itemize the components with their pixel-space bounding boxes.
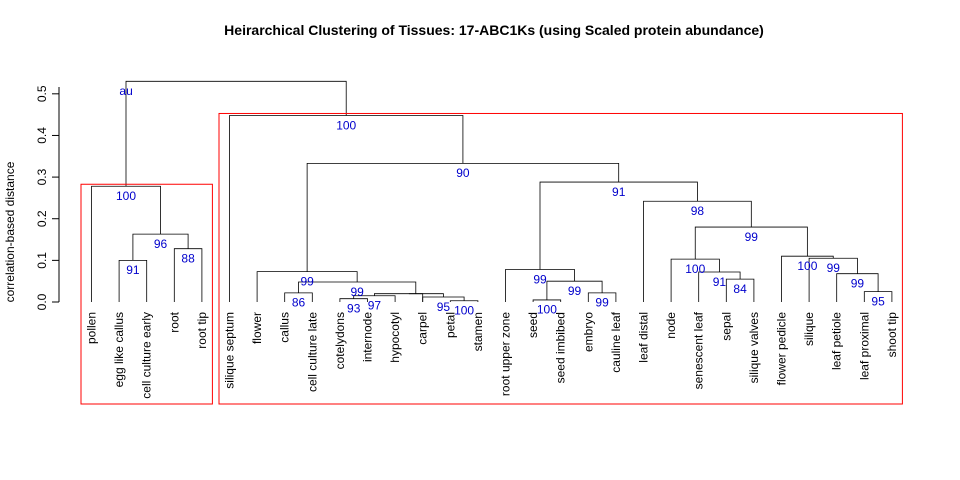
- dendrogram-branch: [298, 281, 417, 294]
- dendrogram-branch: [125, 80, 347, 187]
- chart-title: Heirarchical Clustering of Tissues: 17-A…: [224, 22, 764, 38]
- leaf-label: cell culture late: [305, 312, 319, 392]
- leaf-label: shoot tip: [885, 312, 899, 358]
- leaf-label: silique valves: [747, 312, 761, 383]
- leaf-label: root: [167, 311, 181, 332]
- y-tick-label: 0.3: [35, 168, 49, 185]
- cluster-boxes: [80, 112, 903, 405]
- support-value: 95: [437, 300, 451, 314]
- leaf-label: silique septum: [223, 312, 237, 389]
- support-value: 99: [827, 261, 841, 275]
- dendrogram-branch: [91, 185, 161, 302]
- support-value: 91: [612, 185, 626, 199]
- support-value: 100: [116, 189, 136, 203]
- leaf-label: internode: [361, 312, 375, 362]
- support-value: 99: [300, 274, 314, 288]
- y-axis-ticks: 0.0 0.1 0.2 0.3 0.4 0.5: [35, 85, 59, 310]
- y-tick-label: 0.2: [35, 210, 49, 227]
- leaf-label: cotelydons: [333, 312, 347, 369]
- leaf-label: leaf proximal: [857, 312, 871, 380]
- support-value: 99: [350, 285, 364, 299]
- leaf-label: egg like callus: [112, 312, 126, 387]
- dendrogram-branch: [449, 300, 479, 302]
- support-value: 99: [851, 276, 865, 290]
- support-value: 100: [454, 304, 474, 318]
- y-tick-label: 0.0: [35, 293, 49, 310]
- support-value: 99: [568, 284, 582, 298]
- support-value: 100: [685, 262, 705, 276]
- leaf-label: leaf petiole: [830, 312, 844, 370]
- support-value: 90: [456, 166, 470, 180]
- support-value: 97: [368, 299, 382, 313]
- leaf-label: leaf distal: [637, 312, 651, 363]
- dendrogram-branch: [694, 226, 808, 260]
- leaf-label: stamen: [471, 312, 485, 351]
- support-value: 88: [181, 252, 195, 266]
- support-value: 98: [691, 204, 705, 218]
- dendrogram-branch: [118, 259, 148, 302]
- dendrogram-branch: [863, 291, 893, 302]
- leaf-label: flower pedicle: [775, 312, 789, 386]
- support-value: 99: [595, 296, 609, 310]
- leaf-label: embryo: [581, 312, 595, 352]
- leaf-label: silique: [802, 312, 816, 346]
- dendrogram-branch: [505, 269, 575, 302]
- leaf-labels: pollen egg like callus cell culture early r…: [85, 311, 899, 398]
- support-value: 99: [533, 272, 547, 286]
- dendrogram-branch: [306, 162, 620, 272]
- leaf-label: pollen: [85, 312, 99, 344]
- leaf-label: sepal: [719, 312, 733, 341]
- y-axis-label: correlation-based distance: [3, 161, 17, 302]
- support-value: 93: [347, 301, 361, 315]
- leaf-label: seed imbibed: [554, 312, 568, 383]
- dendrogram-branch: [408, 293, 424, 302]
- leaf-label: root upper zone: [499, 312, 513, 396]
- leaf-label: senescent leaf: [692, 311, 706, 389]
- support-value: 91: [713, 275, 727, 289]
- dendrogram-branch: [670, 258, 720, 302]
- cluster-box: [80, 183, 213, 405]
- dendrogram-branch: [229, 115, 464, 302]
- leaf-label: petal: [443, 312, 457, 338]
- root-label: au: [119, 84, 132, 98]
- dendrogram-branch: [808, 257, 858, 302]
- support-value: 84: [733, 282, 747, 296]
- dendrogram-branch: [132, 233, 189, 261]
- leaf-label: root tip: [195, 312, 209, 349]
- y-tick-label: 0.4: [35, 127, 49, 144]
- dendrogram-branches: [91, 80, 893, 302]
- y-tick-label: 0.5: [35, 85, 49, 102]
- support-value: 96: [154, 237, 168, 251]
- leaf-label: node: [664, 312, 678, 339]
- support-value: 100: [797, 259, 817, 273]
- leaf-label: flower: [250, 312, 264, 344]
- leaf-label: seed: [526, 312, 540, 338]
- support-value: 100: [537, 303, 557, 317]
- support-value: 86: [292, 296, 306, 310]
- support-value: 99: [745, 230, 759, 244]
- support-values: 100 93 95 97 100 86 99 95 84 99 91 99 99 99 99 91 100 99 1…: [116, 84, 885, 317]
- leaf-label: carpel: [416, 312, 430, 345]
- leaf-label: hypocotyl: [388, 312, 402, 363]
- dendrogram-branch: [532, 299, 562, 302]
- dendrogram-branch: [698, 271, 741, 302]
- support-value: 95: [871, 294, 885, 308]
- dendrogram-branch: [374, 293, 444, 298]
- leaf-label: cauline leaf: [609, 311, 623, 372]
- y-tick-label: 0.1: [35, 252, 49, 269]
- support-value: 91: [126, 263, 140, 277]
- leaf-label: cell culture early: [140, 312, 154, 399]
- cluster-box: [218, 112, 903, 405]
- dendrogram-branch: [353, 295, 396, 302]
- leaf-label: callus: [278, 312, 292, 343]
- dendrogram-branch: [546, 280, 603, 300]
- support-value: 100: [336, 118, 356, 132]
